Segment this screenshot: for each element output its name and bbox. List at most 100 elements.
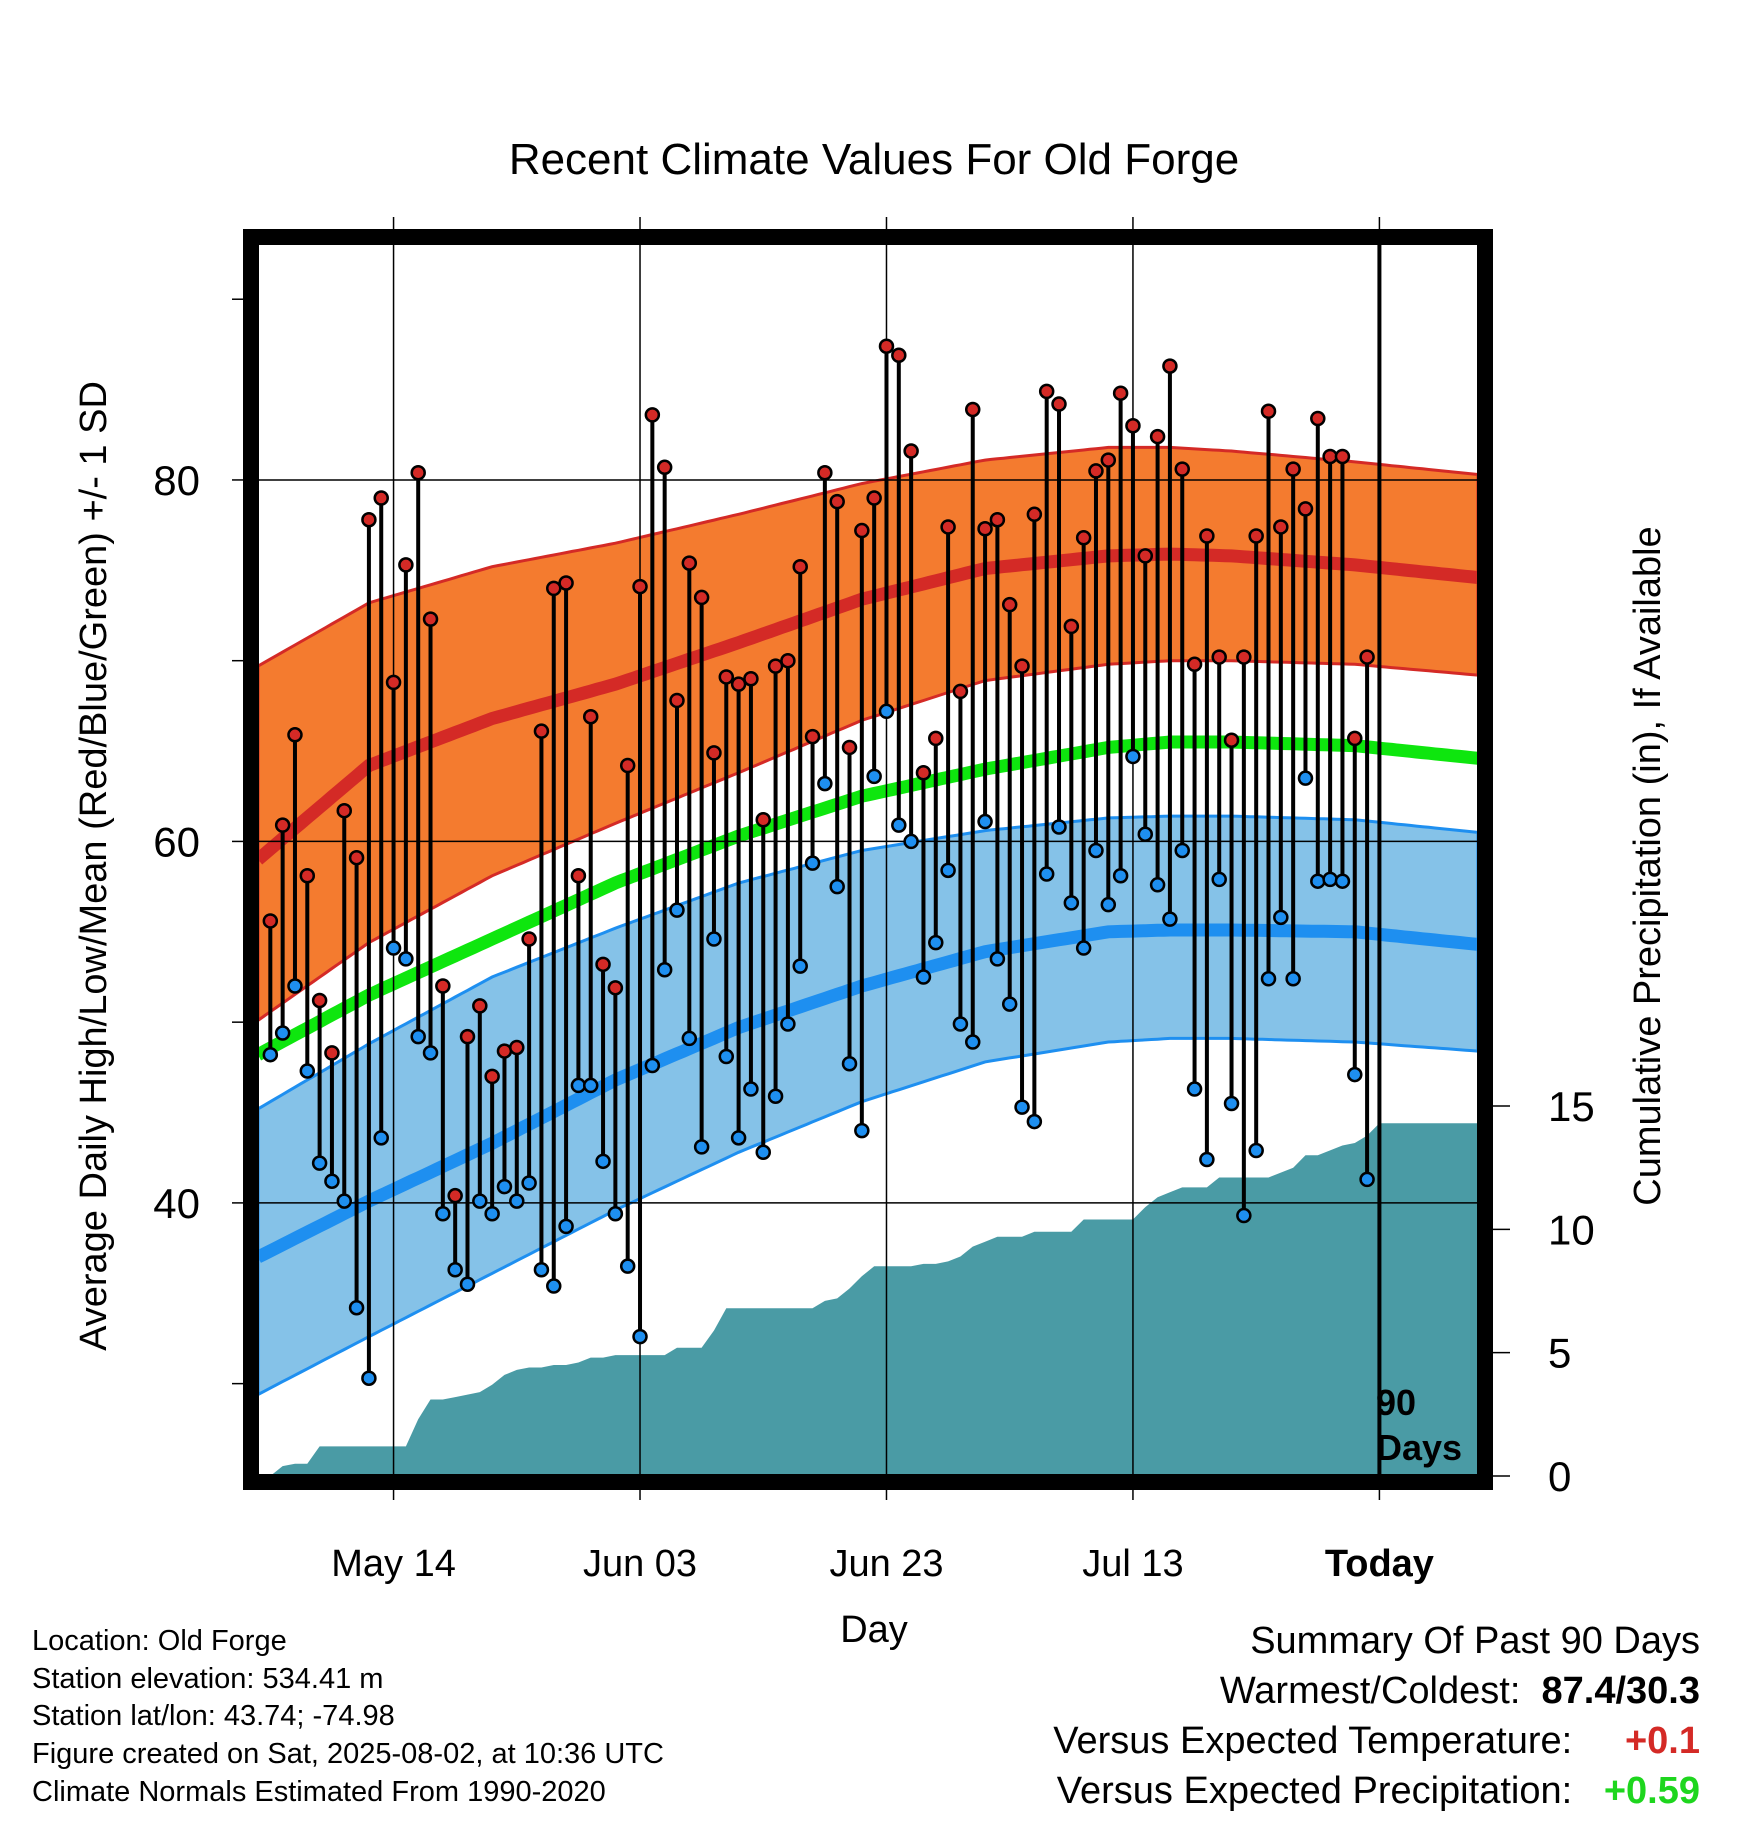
low-point [1273, 909, 1289, 926]
high-point [1236, 649, 1252, 665]
y2-tick-label: 15 [1548, 1083, 1595, 1130]
low-point [977, 813, 993, 830]
high-point [1310, 410, 1326, 427]
low-point [348, 1299, 365, 1316]
low-point [1359, 1171, 1375, 1188]
low-point [681, 1030, 698, 1047]
low-point [607, 1205, 624, 1222]
low-point [274, 1025, 291, 1041]
high-point [595, 956, 611, 973]
high-point [1248, 528, 1264, 544]
low-point [595, 1153, 611, 1170]
low-point [1223, 1095, 1240, 1112]
high-point [435, 978, 451, 994]
y2-axis-label: Cumulative Precipitation (in), If Availa… [1627, 526, 1669, 1205]
high-point [274, 817, 291, 833]
high-point [743, 671, 759, 687]
high-point [804, 728, 821, 745]
low-point [385, 940, 402, 956]
high-point [1149, 428, 1166, 445]
normal-mean-line [258, 735, 1478, 1061]
low-point [1297, 770, 1314, 786]
low-point [1334, 873, 1351, 889]
high-point [1038, 383, 1055, 400]
y2-tick-label: 0 [1548, 1453, 1571, 1500]
high-point [767, 658, 784, 674]
info-elevation: Station elevation: 534.41 m [32, 1663, 384, 1695]
low-point [398, 951, 414, 967]
high-point [1001, 596, 1018, 613]
low-point [1125, 748, 1141, 765]
high-point [1063, 618, 1080, 635]
summary-warmest-coldest: Warmest/Coldest: 87.4/30.3 [1220, 1670, 1700, 1713]
high-point [915, 764, 932, 781]
high-point [385, 674, 402, 691]
low-point [1112, 868, 1129, 884]
low-point [841, 1055, 858, 1072]
low-point [558, 1218, 574, 1235]
high-point [829, 493, 845, 510]
low-sd-band [258, 814, 1478, 1397]
high-point [1075, 530, 1092, 546]
high-point [1322, 448, 1338, 465]
low-point [804, 855, 821, 871]
high-point [472, 998, 488, 1014]
info-location: Location: Old Forge [32, 1625, 287, 1657]
high-point [1347, 730, 1363, 747]
high-point [940, 519, 956, 535]
y-tick-label: 40 [153, 1180, 200, 1227]
precip-value: +0.59 [1603, 1770, 1700, 1812]
x-axis-label: Day [840, 1609, 908, 1651]
high-point [841, 739, 858, 756]
warmest-coldest-value: 87.4/30.3 [1541, 1670, 1700, 1712]
low-point [1063, 895, 1080, 911]
low-point [546, 1278, 562, 1294]
low-point [891, 817, 907, 833]
low-point [262, 1046, 279, 1063]
low-point [706, 931, 722, 947]
low-point [1174, 842, 1190, 859]
high-point [755, 811, 772, 828]
summary-temperature: Versus Expected Temperature: +0.1 [1053, 1720, 1700, 1763]
high-point [1100, 452, 1117, 468]
low-point [1285, 971, 1301, 987]
normal-low-line [258, 923, 1478, 1263]
high-point [1260, 403, 1277, 420]
x-tick-label: Jun 23 [829, 1543, 943, 1585]
chart-title: Recent Climate Values For Old Forge [509, 135, 1239, 184]
low-point [989, 951, 1006, 967]
low-point [1211, 871, 1227, 888]
low-point [1186, 1081, 1203, 1097]
plot-frame [243, 229, 1493, 1490]
low-point [1075, 940, 1092, 956]
high-point [891, 347, 907, 363]
high-point [1223, 732, 1240, 748]
low-point [361, 1370, 377, 1386]
high-point [546, 580, 562, 597]
high-point [582, 708, 599, 725]
low-point [718, 1048, 735, 1065]
low-point [410, 1028, 426, 1045]
x-tick-label: Jul 13 [1082, 1543, 1183, 1585]
high-point [1112, 385, 1129, 401]
high-point [1211, 649, 1227, 665]
low-point [619, 1258, 636, 1274]
info-normals: Climate Normals Estimated From 1990-2020 [32, 1776, 606, 1808]
low-point [854, 1122, 870, 1139]
temp-label: Versus Expected Temperature: [1053, 1720, 1573, 1762]
low-point [521, 1175, 537, 1191]
low-point [1088, 842, 1104, 859]
low-point [1137, 826, 1154, 842]
warmest-coldest-label: Warmest/Coldest: [1219, 1670, 1521, 1712]
x-tick-label: Jun 03 [583, 1543, 697, 1585]
high-point [1125, 417, 1141, 434]
info-created: Figure created on Sat, 2025-08-02, at 10… [32, 1738, 664, 1770]
low-point [1199, 1151, 1215, 1168]
high-point [521, 931, 537, 947]
low-point [1236, 1207, 1252, 1224]
low-point [730, 1130, 747, 1146]
low-point [496, 1178, 513, 1195]
low-point [964, 1034, 981, 1050]
low-point [780, 1016, 796, 1032]
